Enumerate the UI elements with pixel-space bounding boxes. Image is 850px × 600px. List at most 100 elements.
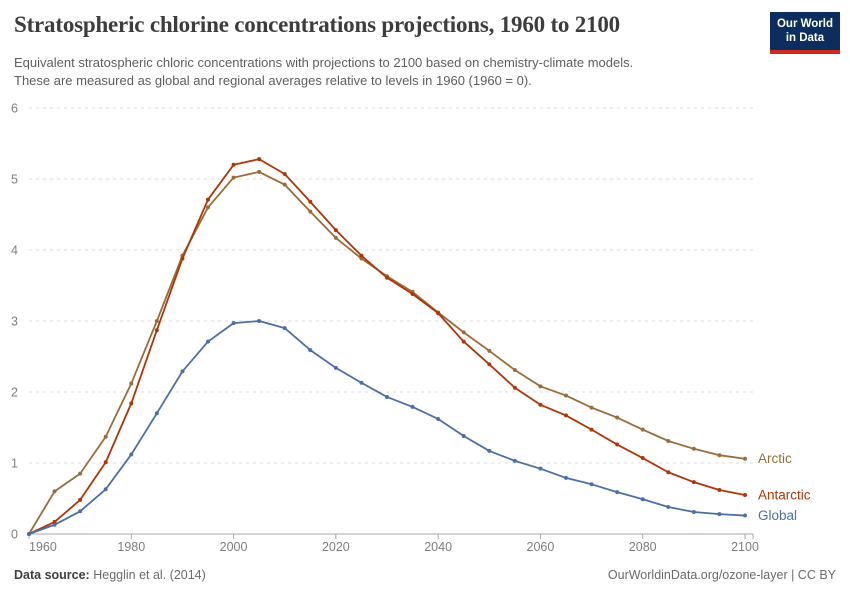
global-point[interactable] xyxy=(385,394,389,399)
global-point[interactable] xyxy=(615,490,620,495)
global-point[interactable] xyxy=(436,416,441,421)
global-point[interactable] xyxy=(743,513,747,518)
global-point[interactable] xyxy=(206,339,210,344)
global-point[interactable] xyxy=(180,369,185,374)
x-axis-tick-label: 2040 xyxy=(424,540,452,554)
chart-subtitle-line1: Equivalent stratospheric chloric concent… xyxy=(14,55,634,70)
footer-credit[interactable]: OurWorldinData.org/ozone-layer | CC BY xyxy=(607,568,836,582)
arctic-point[interactable] xyxy=(615,415,620,420)
global-point[interactable] xyxy=(359,380,364,385)
x-axis-tick-label: 2060 xyxy=(527,540,555,554)
arctic-point[interactable] xyxy=(512,367,517,372)
global-point[interactable] xyxy=(103,487,108,492)
antarctic-point[interactable] xyxy=(436,311,441,316)
arctic-point[interactable] xyxy=(487,348,492,353)
global-point[interactable] xyxy=(257,319,262,323)
antarctic-point[interactable] xyxy=(52,519,57,524)
antarctic-point[interactable] xyxy=(129,401,134,406)
arctic-line[interactable] xyxy=(28,170,746,535)
global-point[interactable] xyxy=(512,458,517,463)
arctic-point[interactable] xyxy=(564,393,568,398)
series-label-antarctic[interactable]: Antarctic xyxy=(758,487,811,502)
global-point[interactable] xyxy=(154,411,159,416)
arctic-point[interactable] xyxy=(743,456,747,461)
arctic-point[interactable] xyxy=(333,235,338,240)
antarctic-point[interactable] xyxy=(206,197,210,202)
global-point[interactable] xyxy=(666,505,671,510)
antarctic-point[interactable] xyxy=(717,487,722,492)
antarctic-point[interactable] xyxy=(231,162,236,167)
footer-source-label: Data source: xyxy=(14,568,90,582)
x-axis-tick-label: 2080 xyxy=(629,540,657,554)
arctic-point[interactable] xyxy=(461,330,466,335)
global-point[interactable] xyxy=(231,321,236,326)
global-point[interactable] xyxy=(589,482,594,487)
antarctic-point[interactable] xyxy=(257,157,262,162)
antarctic-point[interactable] xyxy=(103,460,108,465)
global-point[interactable] xyxy=(129,452,134,457)
arctic-point[interactable] xyxy=(666,438,671,443)
global-point[interactable] xyxy=(282,326,287,331)
global-point[interactable] xyxy=(640,497,645,502)
antarctic-point[interactable] xyxy=(410,292,415,297)
series-label-global[interactable]: Global xyxy=(758,508,797,523)
arctic-point[interactable] xyxy=(52,489,57,494)
chart-footer: Data source: Hegglin et al. (2014) OurWo… xyxy=(14,568,836,582)
arctic-point[interactable] xyxy=(282,182,287,187)
arctic-point[interactable] xyxy=(538,384,543,389)
arctic-point[interactable] xyxy=(589,405,594,410)
antarctic-point[interactable] xyxy=(487,362,492,367)
footer-source: Data source: Hegglin et al. (2014) xyxy=(14,568,206,582)
antarctic-point[interactable] xyxy=(640,456,645,461)
series-label-arctic[interactable]: Arctic xyxy=(758,451,792,466)
antarctic-point[interactable] xyxy=(691,480,696,485)
global-point[interactable] xyxy=(308,348,313,353)
arctic-point[interactable] xyxy=(257,169,262,174)
antarctic-point[interactable] xyxy=(615,442,620,447)
arctic-point[interactable] xyxy=(206,205,210,210)
arctic-point[interactable] xyxy=(717,453,722,458)
owid-logo-line2: in Data xyxy=(785,31,825,44)
antarctic-point[interactable] xyxy=(282,172,287,177)
arctic-point[interactable] xyxy=(640,427,645,432)
arctic-point[interactable] xyxy=(103,434,108,439)
antarctic-point[interactable] xyxy=(512,385,517,390)
arctic-point[interactable] xyxy=(154,319,159,323)
global-point[interactable] xyxy=(333,365,338,370)
arctic-point[interactable] xyxy=(78,471,83,476)
antarctic-point[interactable] xyxy=(564,413,568,418)
x-axis-tick-label: 1960 xyxy=(29,540,57,554)
global-point[interactable] xyxy=(564,475,568,480)
antarctic-point[interactable] xyxy=(78,497,83,502)
global-point[interactable] xyxy=(27,532,31,536)
antarctic-point[interactable] xyxy=(666,470,671,475)
owid-logo[interactable]: Our World in Data xyxy=(769,12,840,54)
antarctic-point[interactable] xyxy=(538,402,543,407)
antarctic-point[interactable] xyxy=(333,228,338,233)
antarctic-point[interactable] xyxy=(154,328,159,333)
y-axis-tick-label: 2 xyxy=(11,386,18,400)
antarctic-point[interactable] xyxy=(589,427,594,432)
antarctic-point[interactable] xyxy=(385,275,389,280)
global-point[interactable] xyxy=(52,522,57,527)
global-point[interactable] xyxy=(538,466,543,471)
arctic-point[interactable] xyxy=(691,446,696,451)
global-point[interactable] xyxy=(717,512,722,517)
chart-subtitle-line2: These are measured as global and regiona… xyxy=(14,73,532,89)
global-point[interactable] xyxy=(691,509,696,514)
antarctic-point[interactable] xyxy=(743,492,747,497)
y-axis-tick-label: 6 xyxy=(11,102,18,116)
antarctic-line[interactable] xyxy=(28,158,746,535)
arctic-point[interactable] xyxy=(129,381,134,386)
global-point[interactable] xyxy=(78,509,83,514)
antarctic-point[interactable] xyxy=(359,253,364,258)
global-point[interactable] xyxy=(461,434,466,439)
arctic-point[interactable] xyxy=(231,175,236,180)
antarctic-point[interactable] xyxy=(180,256,185,261)
arctic-point[interactable] xyxy=(308,209,313,214)
global-point[interactable] xyxy=(410,404,415,409)
global-point[interactable] xyxy=(487,448,492,453)
antarctic-point[interactable] xyxy=(461,339,466,344)
antarctic-point[interactable] xyxy=(308,199,313,204)
